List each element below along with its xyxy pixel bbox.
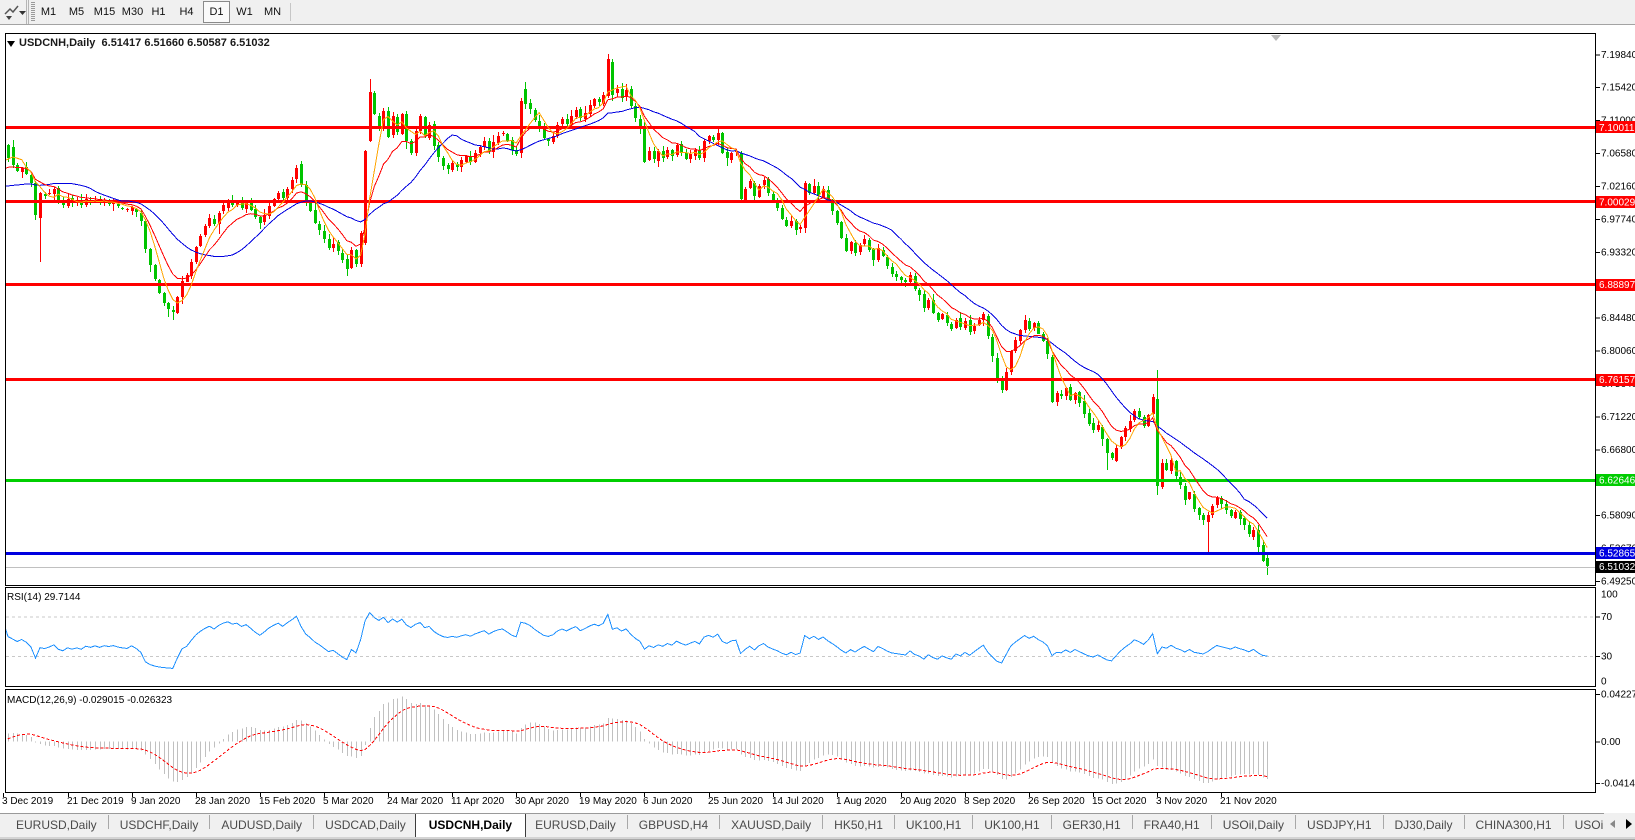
svg-text:24 Mar 2020: 24 Mar 2020 — [387, 796, 444, 807]
svg-text:6.71220: 6.71220 — [1601, 412, 1635, 423]
svg-text:30 Apr 2020: 30 Apr 2020 — [515, 796, 569, 807]
svg-text:5 Mar 2020: 5 Mar 2020 — [323, 796, 374, 807]
svg-text:6.49250: 6.49250 — [1601, 577, 1635, 588]
svg-text:7.19840: 7.19840 — [1601, 50, 1635, 61]
svg-text:25 Jun 2020: 25 Jun 2020 — [708, 796, 763, 807]
svg-text:7.02160: 7.02160 — [1601, 181, 1635, 192]
svg-text:6.58090: 6.58090 — [1601, 511, 1635, 522]
svg-text:21 Dec 2019: 21 Dec 2019 — [67, 796, 124, 807]
svg-text:3 Nov 2020: 3 Nov 2020 — [1156, 796, 1208, 807]
svg-text:6.66800: 6.66800 — [1601, 445, 1635, 456]
svg-text:0.00: 0.00 — [1601, 737, 1621, 748]
svg-text:21 Nov 2020: 21 Nov 2020 — [1220, 796, 1277, 807]
svg-text:14 Jul 2020: 14 Jul 2020 — [772, 796, 824, 807]
svg-text:6.97740: 6.97740 — [1601, 214, 1635, 225]
svg-text:28 Jan 2020: 28 Jan 2020 — [195, 796, 250, 807]
svg-text:1 Aug 2020: 1 Aug 2020 — [836, 796, 887, 807]
svg-text:6.93320: 6.93320 — [1601, 247, 1635, 258]
svg-text:9 Jan 2020: 9 Jan 2020 — [131, 796, 181, 807]
svg-text:100: 100 — [1601, 590, 1618, 601]
svg-text:6.80060: 6.80060 — [1601, 346, 1635, 357]
svg-text:MACD(12,26,9) -0.029015 -0.026: MACD(12,26,9) -0.029015 -0.026323 — [7, 695, 173, 706]
svg-text:15 Oct 2020: 15 Oct 2020 — [1092, 796, 1147, 807]
svg-text:26 Sep 2020: 26 Sep 2020 — [1028, 796, 1085, 807]
svg-text:6.62646: 6.62646 — [1599, 476, 1635, 487]
svg-text:6.51032: 6.51032 — [1599, 562, 1635, 573]
svg-text:0.042275: 0.042275 — [1601, 690, 1635, 701]
svg-text:20 Aug 2020: 20 Aug 2020 — [900, 796, 957, 807]
svg-text:11 Apr 2020: 11 Apr 2020 — [451, 796, 505, 807]
svg-text:6 Jun 2020: 6 Jun 2020 — [643, 796, 693, 807]
svg-text:15 Feb 2020: 15 Feb 2020 — [259, 796, 316, 807]
svg-text:8 Sep 2020: 8 Sep 2020 — [964, 796, 1016, 807]
svg-text:70: 70 — [1601, 612, 1613, 623]
svg-text:19 May 2020: 19 May 2020 — [579, 796, 637, 807]
svg-text:RSI(14) 29.7144: RSI(14) 29.7144 — [7, 592, 81, 603]
svg-text:6.52865: 6.52865 — [1599, 549, 1635, 560]
svg-text:0: 0 — [1601, 677, 1607, 688]
svg-text:30: 30 — [1601, 651, 1613, 662]
svg-text:7.00029: 7.00029 — [1599, 197, 1635, 208]
svg-text:6.84480: 6.84480 — [1601, 313, 1635, 324]
svg-text:6.76157: 6.76157 — [1599, 375, 1635, 386]
svg-text:7.10011: 7.10011 — [1599, 123, 1635, 134]
svg-text:7.06580: 7.06580 — [1601, 149, 1635, 160]
svg-text:-0.04148: -0.04148 — [1601, 779, 1635, 790]
svg-text:3 Dec 2019: 3 Dec 2019 — [2, 796, 54, 807]
svg-text:6.88897: 6.88897 — [1599, 280, 1635, 291]
svg-text:7.15420: 7.15420 — [1601, 83, 1635, 94]
